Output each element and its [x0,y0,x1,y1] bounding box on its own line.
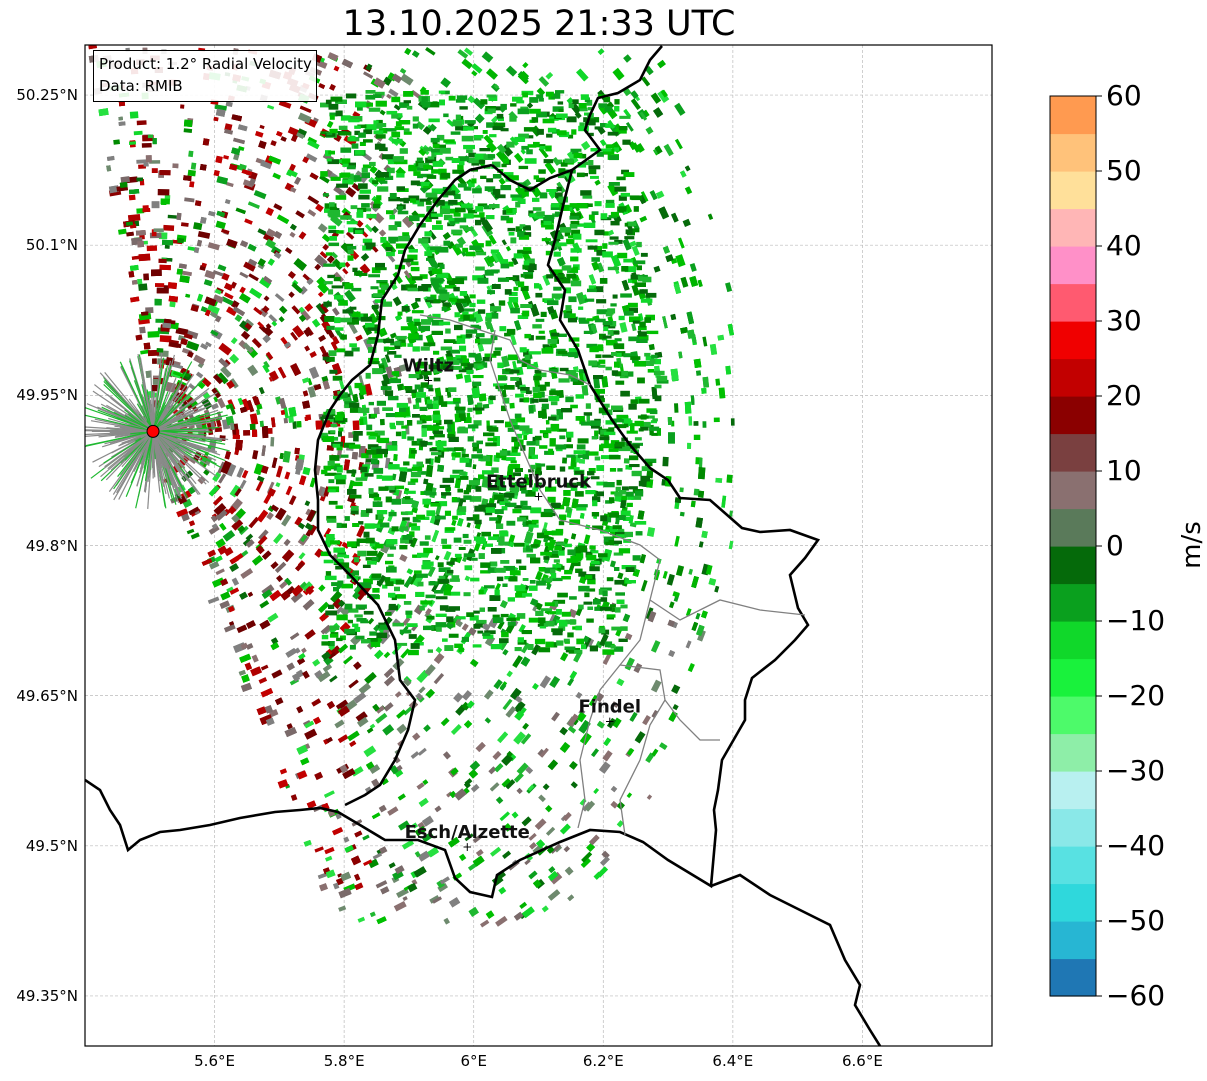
city-markers: +Wiltz+Ettelbruck+Findel+Esch/Alzette [403,355,641,853]
colorbar-band [1050,471,1096,510]
lat-tick-label: 49.8°N [25,536,78,555]
map-title: 13.10.2025 21:33 UTC [342,4,736,44]
lat-tick-label: 49.5°N [25,836,78,855]
lat-tick-label: 50.1°N [25,236,78,255]
colorbar-band [1050,171,1096,210]
colorbar-band [1050,696,1096,735]
colorbar-tick-label: −30 [1106,754,1166,787]
lat-tick-label: 49.35°N [16,986,78,1005]
plot-area: +Wiltz+Ettelbruck+Findel+Esch/Alzette [84,44,993,1047]
colorbar-band [1050,283,1096,322]
border-east-river [710,873,882,1046]
lon-tick-label: 6.2°E [582,1052,624,1070]
colorbar-tick-label: 50 [1106,154,1142,187]
product-info-box: Product: 1.2° Radial Velocity Data: RMIB [93,50,317,102]
colorbar-tick-label: −40 [1106,829,1166,862]
colorbar-band [1050,958,1096,997]
radar-site-marker [146,424,160,438]
colorbar-band [1050,396,1096,435]
colorbar-band [1050,883,1096,922]
city-marker: + [423,373,433,387]
district-borders [419,314,806,836]
colorbar-band [1050,658,1096,697]
city-label: Ettelbruck [486,471,592,492]
colorbar-tick-label: −20 [1106,679,1166,712]
colorbar-band [1050,433,1096,472]
city-label: Esch/Alzette [405,822,530,843]
colorbar-tick-label: −60 [1106,979,1166,1012]
colorbar-band [1050,133,1096,172]
city-label: Findel [578,697,641,718]
colorbar-tick-label: 0 [1106,529,1124,562]
colorbar-band [1050,846,1096,885]
lon-tick-label: 6°E [460,1052,487,1070]
product-label: Product: 1.2° Radial Velocity [99,55,312,73]
lat-tick-label: 49.95°N [16,386,78,405]
city-marker: + [533,489,543,503]
lat-tick-label: 49.65°N [16,686,78,705]
colorbar-tick-label: −10 [1106,604,1166,637]
colorbar-band [1050,208,1096,247]
colorbar-band [1050,508,1096,547]
top-border-segment [491,164,573,192]
luxembourg-border [85,45,821,899]
lon-tick-label: 6.6°E [842,1052,883,1070]
gridlines [85,45,992,1046]
colorbar-band [1050,96,1096,135]
colorbar-band [1050,921,1096,960]
lon-tick-label: 5.6°E [194,1052,235,1070]
city-marker: + [605,715,615,729]
city-label: Wiltz [403,355,454,376]
colorbar-band [1050,546,1096,585]
city-marker: + [462,840,472,854]
colorbar-band [1050,808,1096,847]
colorbar-band [1050,733,1096,772]
colorbar-unit-label: m/s [1177,521,1207,569]
data-source-label: Data: RMIB [99,77,183,95]
colorbar-tick-label: 10 [1106,454,1142,487]
colorbar-band [1050,621,1096,660]
lon-tick-label: 6.4°E [712,1052,754,1070]
colorbar-tick-label: 40 [1106,229,1142,262]
lat-tick-label: 50.25°N [16,86,78,105]
colorbar-tick-label: −50 [1106,904,1166,937]
lon-tick-label: 5.8°E [323,1052,365,1070]
colorbar-tick-label: 60 [1106,79,1142,112]
colorbar [1049,95,1102,997]
colorbar-band [1050,321,1096,360]
luxembourg-inner-border [313,163,493,807]
colorbar-band [1050,358,1096,397]
colorbar-band [1050,583,1096,622]
colorbar-tick-label: 30 [1106,304,1142,337]
colorbar-tick-label: 20 [1106,379,1142,412]
country-borders [85,45,882,1046]
colorbar-band [1050,771,1096,810]
colorbar-band [1050,246,1096,285]
